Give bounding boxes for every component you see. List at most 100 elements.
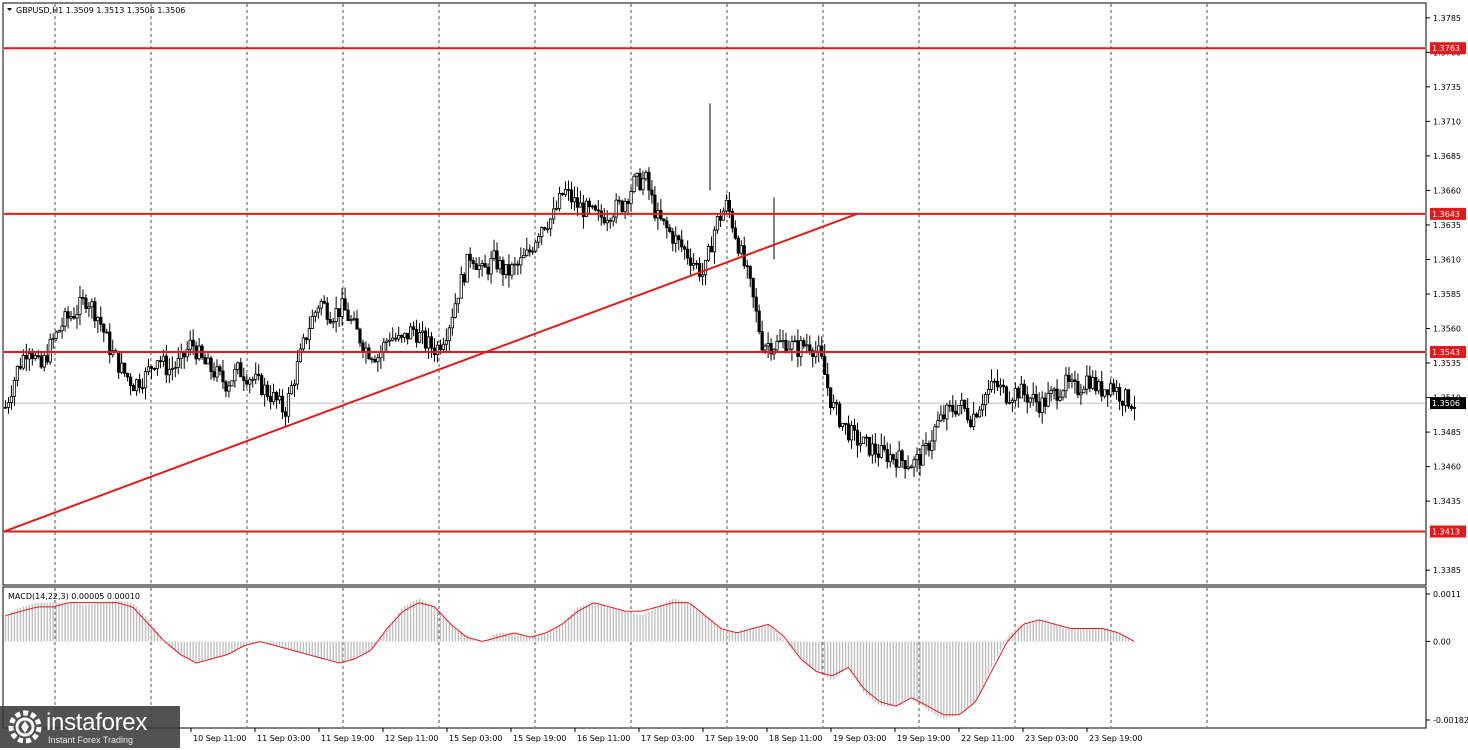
candle-body: [855, 429, 860, 446]
candle-body: [185, 348, 189, 358]
candle-body: [721, 210, 726, 221]
candle-body: [587, 200, 591, 208]
candle-body: [337, 308, 341, 317]
price-tick-label: 1.3485: [1433, 428, 1461, 437]
macd-histogram: [4, 598, 1133, 720]
candle-body: [435, 344, 440, 356]
candle-body: [665, 220, 669, 229]
candle-body: [572, 197, 577, 203]
candle-body: [96, 316, 100, 322]
candle-body: [596, 209, 600, 212]
candle-body: [790, 341, 794, 350]
candle-body: [483, 263, 487, 268]
candle-body: [715, 216, 720, 231]
candle-body: [146, 366, 151, 373]
candle-body: [900, 450, 904, 461]
chart-title: GBPUSD,H1 1.3509 1.3513 1.3506 1.3506: [16, 6, 185, 15]
candle-body: [921, 445, 925, 466]
candle-body: [48, 338, 52, 363]
candle-body: [307, 328, 311, 341]
candle-body: [835, 401, 839, 405]
candle-body: [325, 302, 329, 320]
candle-body: [647, 171, 651, 191]
candle-body: [248, 379, 252, 385]
candle-body: [414, 329, 419, 343]
candle-body: [632, 175, 636, 192]
candle-body: [751, 278, 755, 298]
candle-body: [57, 330, 61, 333]
candle-body: [799, 340, 803, 357]
candle-body: [912, 459, 916, 468]
candle-body: [102, 323, 106, 333]
candle-body: [525, 249, 529, 256]
candle-body: [906, 466, 910, 469]
candle-body: [373, 359, 377, 363]
candle-body: [650, 189, 654, 196]
candle-body: [754, 296, 758, 312]
candle-body: [212, 371, 216, 378]
candle-body: [382, 341, 386, 353]
candle-body: [358, 328, 362, 344]
candle-body: [829, 387, 833, 409]
candle-body: [143, 371, 148, 389]
time-tick-label: 15 Sep 03:00: [449, 734, 502, 743]
candle-body: [1112, 383, 1116, 392]
candle-body: [1019, 383, 1023, 399]
candle-body: [858, 443, 863, 446]
candle-body: [620, 200, 624, 213]
candle-body: [557, 193, 562, 209]
candle-body: [894, 458, 898, 468]
candle-body: [316, 307, 320, 313]
candle-body: [72, 316, 76, 319]
candle-body: [1001, 384, 1006, 388]
candle-body: [796, 340, 800, 357]
candle-body: [811, 350, 815, 358]
price-tick-label: 1.3660: [1433, 186, 1461, 195]
candle-body: [674, 235, 678, 244]
candle-body: [1013, 388, 1017, 401]
candle-body: [995, 380, 1000, 388]
candle-body: [644, 171, 648, 180]
candle-body: [739, 245, 743, 254]
candle-body: [1106, 389, 1110, 396]
candle-body: [629, 191, 633, 205]
candle-body: [680, 239, 684, 248]
candle-body: [805, 344, 809, 347]
candle-body: [283, 411, 288, 417]
candle-body: [93, 301, 97, 322]
candle-body: [826, 374, 830, 389]
candle-body: [486, 266, 490, 275]
candle-body: [1052, 388, 1056, 391]
candle-body: [852, 425, 857, 431]
candle-body: [69, 316, 73, 319]
candle-body: [468, 253, 472, 261]
candle-body: [236, 362, 240, 370]
candle-body: [695, 262, 699, 265]
candle-body: [310, 315, 314, 329]
time-tick-label: 17 Sep 19:00: [705, 734, 758, 743]
candle-body: [126, 372, 130, 378]
candle-body: [313, 311, 317, 317]
candle-body: [251, 378, 255, 381]
candle-body: [376, 357, 380, 363]
symbol-dropdown-icon[interactable]: [7, 8, 12, 11]
candle-body: [1097, 381, 1101, 392]
candle-body: [301, 337, 305, 350]
candle-body: [343, 298, 347, 311]
candle-body: [915, 453, 919, 461]
candle-body: [155, 360, 160, 369]
candle-body: [781, 340, 785, 342]
candle-body: [352, 318, 356, 321]
candle-body: [519, 257, 523, 266]
candle-body: [456, 297, 460, 305]
price-panel-frame: [2, 2, 1427, 586]
candle-body: [626, 200, 630, 205]
candle-body: [1004, 386, 1009, 404]
candle-body: [417, 332, 422, 343]
candle-body: [161, 355, 165, 362]
candle-body: [727, 199, 731, 212]
candle-body: [1049, 390, 1053, 394]
candle-body: [1115, 387, 1119, 392]
candle-body: [340, 298, 344, 317]
